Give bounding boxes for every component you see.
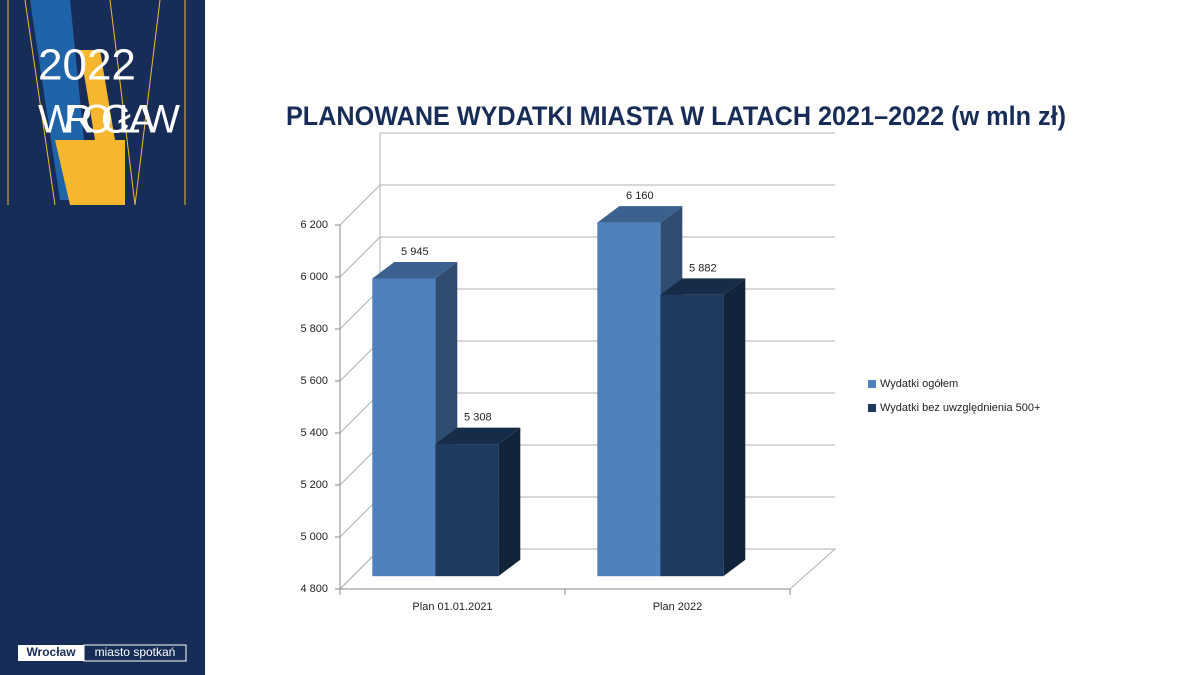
value-label: 5 882 <box>689 262 717 274</box>
y-tick-label: 5 800 <box>300 323 328 335</box>
bar-side <box>498 427 521 577</box>
value-label: 5 945 <box>401 246 429 258</box>
footer-box <box>18 645 84 661</box>
y-tick-label: 5 600 <box>300 375 328 387</box>
footer-box <box>83 644 187 662</box>
legend-label: Wydatki bez uwzględnienia 500+ <box>880 402 1040 414</box>
y-tick-label: 5 400 <box>300 427 328 439</box>
bar-top <box>372 262 458 279</box>
y-tick-label: 6 200 <box>300 219 328 231</box>
bar-top <box>435 427 521 445</box>
y-tick-label: 5 000 <box>300 531 328 543</box>
x-tick-label: Plan 2022 <box>653 601 703 613</box>
y-tick-label: 5 200 <box>300 479 328 491</box>
y-tick-label: 6 000 <box>300 271 328 283</box>
side-grid-line <box>339 236 381 278</box>
bar-top <box>660 278 746 295</box>
logo-graphic <box>7 0 186 206</box>
footer-right: miasto spotkań <box>95 645 176 659</box>
logo-year: 2022 <box>38 41 136 90</box>
x-tick-label: Plan 01.01.2021 <box>412 601 492 613</box>
chart-title: PLANOWANE WYDATKI MIASTA W LATACH 2021–2… <box>286 101 1066 131</box>
legend-swatch <box>868 404 876 412</box>
side-grid-line <box>339 184 381 226</box>
legend-label: Wydatki ogółem <box>880 378 958 390</box>
value-label: 5 308 <box>464 412 492 424</box>
footer-left: Wrocław <box>26 645 76 659</box>
value-label: 6 160 <box>626 190 654 202</box>
bar-side <box>723 278 746 577</box>
bar <box>597 222 661 577</box>
bar-top <box>597 206 683 223</box>
bar <box>372 278 436 577</box>
legend-swatch <box>868 380 876 388</box>
logo-city: WROCŁAW <box>38 98 180 142</box>
bar <box>660 294 724 577</box>
bar <box>435 444 499 577</box>
y-tick-label: 4 800 <box>300 583 328 595</box>
